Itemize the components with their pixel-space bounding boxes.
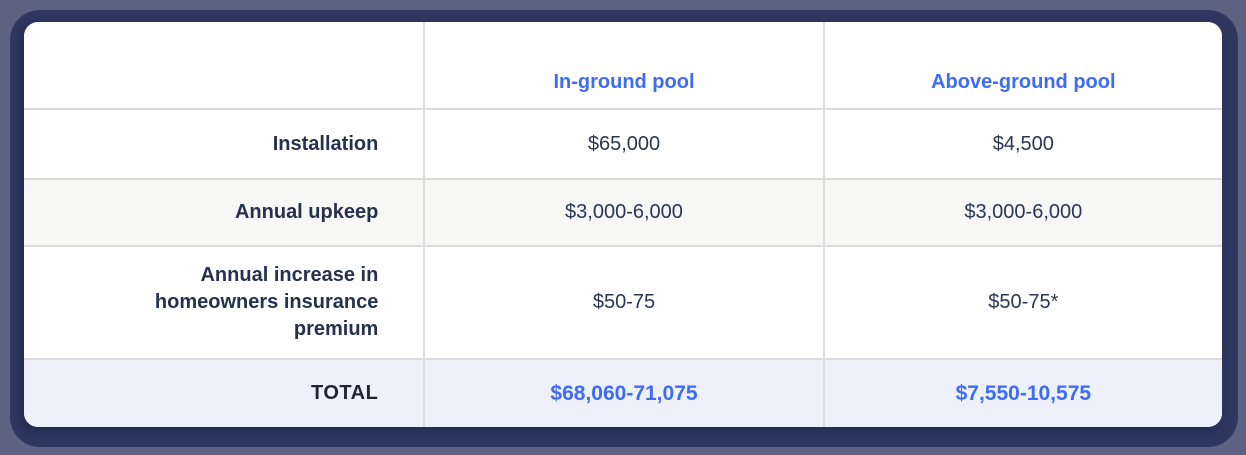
table-row-total: TOTAL $68,060-71,075 $7,550-10,575 <box>24 358 1222 427</box>
row-label-annual-upkeep: Annual upkeep <box>234 201 379 223</box>
insurance-in-ground-value: $50-75 <box>423 247 822 358</box>
upkeep-above-ground-value: $3,000-6,000 <box>822 180 1222 245</box>
upkeep-in-ground-value: $3,000-6,000 <box>423 180 822 245</box>
row-label-total: TOTAL <box>311 382 379 404</box>
installation-above-ground-value: $4,500 <box>822 110 1222 178</box>
column-header-in-ground-pool: In-ground pool <box>423 22 822 108</box>
row-label-installation: Installation <box>272 132 379 155</box>
row-label-insurance-increase: Annual increase in homeowners insurance … <box>154 264 379 340</box>
header-cell-empty <box>24 22 423 108</box>
insurance-above-ground-value: $50-75* <box>822 247 1222 358</box>
column-header-above-ground-pool: Above-ground pool <box>822 22 1222 108</box>
pool-cost-comparison-table: In-ground pool Above-ground pool Install… <box>24 22 1222 427</box>
card-frame: In-ground pool Above-ground pool Install… <box>10 10 1238 447</box>
table-header-row: In-ground pool Above-ground pool <box>24 22 1222 108</box>
installation-in-ground-value: $65,000 <box>423 110 822 178</box>
table-row-annual-upkeep: Annual upkeep $3,000-6,000 $3,000-6,000 <box>24 178 1222 245</box>
table-row-insurance-increase: Annual increase in homeowners insurance … <box>24 245 1222 358</box>
total-above-ground-value: $7,550-10,575 <box>822 360 1222 427</box>
total-in-ground-value: $68,060-71,075 <box>423 360 822 427</box>
table-row-installation: Installation $65,000 $4,500 <box>24 108 1222 178</box>
